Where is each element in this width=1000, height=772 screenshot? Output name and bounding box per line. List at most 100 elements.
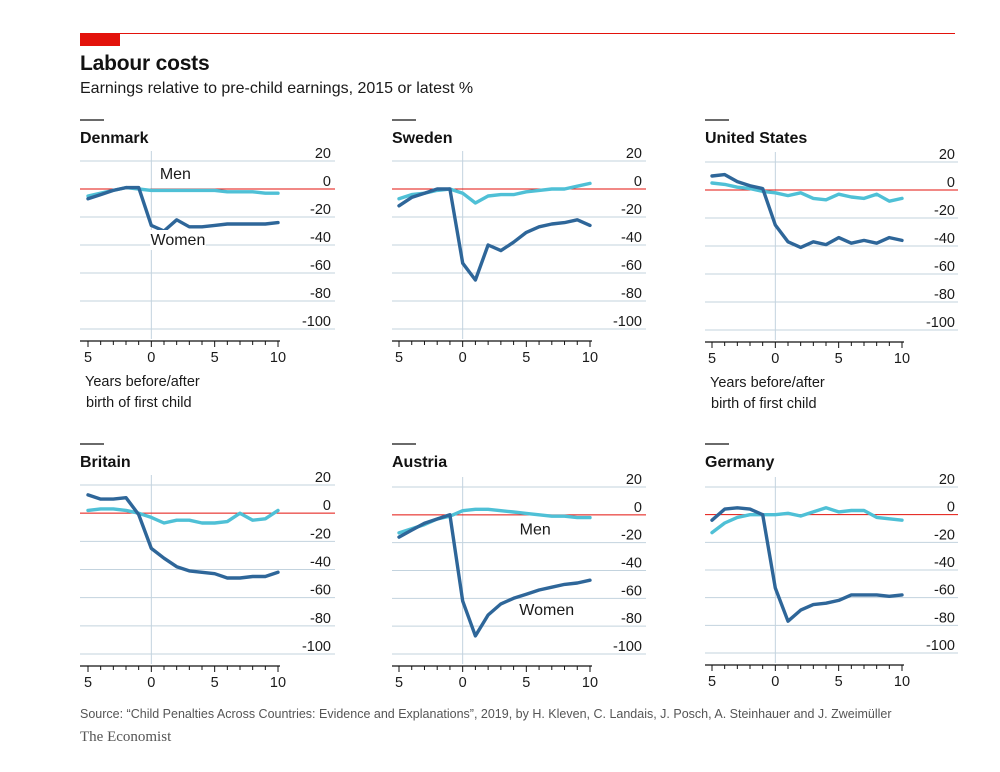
- y-tick-label: -20: [310, 526, 331, 542]
- y-tick-label: -20: [621, 202, 642, 218]
- x-axis-note: birth of first child: [711, 396, 817, 412]
- x-tick-label: 5: [84, 675, 92, 691]
- y-tick-label: 20: [939, 472, 955, 488]
- x-tick-label: 5: [395, 350, 403, 366]
- x-tick-label: 10: [582, 675, 598, 691]
- annotation-bg: [157, 164, 194, 185]
- y-tick-label: 0: [634, 500, 642, 516]
- series-line-women: [397, 187, 592, 282]
- y-tick-label: -60: [621, 583, 642, 599]
- panel-title: Britain: [80, 454, 131, 471]
- y-tick-label: 0: [634, 174, 642, 190]
- x-tick-label: 5: [522, 350, 530, 366]
- y-tick-label: 20: [939, 147, 955, 163]
- panel-title: United States: [705, 130, 807, 147]
- chart-title: Labour costs: [80, 52, 210, 75]
- series-line-men: [710, 181, 904, 203]
- publisher-brand: The Economist: [80, 729, 172, 745]
- x-tick-label: 0: [771, 351, 779, 367]
- series-annotation: Men: [160, 166, 191, 183]
- annotation-bg: [150, 230, 206, 250]
- y-tick-label: 0: [947, 500, 955, 516]
- x-tick-label: 5: [84, 350, 92, 366]
- x-axis-note: Years before/after: [710, 375, 825, 391]
- top-rule: [80, 33, 955, 34]
- series-line-women: [397, 513, 592, 638]
- y-tick-label: 20: [626, 472, 642, 488]
- x-tick-label: 0: [147, 350, 155, 366]
- series-line-women: [86, 493, 280, 580]
- y-tick-label: -100: [302, 314, 331, 330]
- x-axis-note: Years before/after: [85, 374, 200, 390]
- y-tick-label: 20: [315, 470, 331, 486]
- x-tick-label: 10: [270, 350, 286, 366]
- x-tick-label: 0: [459, 675, 467, 691]
- y-tick-label: -40: [310, 230, 331, 246]
- series-annotation: Men: [520, 521, 551, 538]
- y-tick-label: -80: [934, 287, 955, 303]
- y-tick-label: -60: [621, 258, 642, 274]
- panel-title: Germany: [705, 454, 774, 471]
- y-tick-label: -80: [310, 611, 331, 627]
- x-tick-label: 5: [835, 351, 843, 367]
- y-tick-label: -20: [934, 203, 955, 219]
- y-tick-label: -80: [310, 286, 331, 302]
- x-tick-label: 0: [147, 675, 155, 691]
- series-line-women: [710, 172, 904, 250]
- y-tick-label: 0: [323, 174, 331, 190]
- x-tick-label: 5: [708, 351, 716, 367]
- x-tick-label: 5: [211, 350, 219, 366]
- y-tick-label: -80: [621, 611, 642, 627]
- series-annotation: Women: [151, 232, 206, 249]
- x-tick-label: 0: [771, 674, 779, 690]
- x-tick-label: 10: [270, 675, 286, 691]
- y-tick-label: -40: [310, 555, 331, 571]
- x-tick-label: 10: [894, 674, 910, 690]
- annotation-bg: [518, 600, 575, 621]
- y-tick-label: -40: [621, 230, 642, 246]
- series-line-women: [710, 506, 904, 623]
- series-line-men: [710, 506, 904, 535]
- y-tick-label: -80: [934, 610, 955, 626]
- annotation-bg: [516, 519, 554, 540]
- x-tick-label: 0: [459, 350, 467, 366]
- y-tick-label: -40: [621, 556, 642, 572]
- y-tick-label: -100: [926, 638, 955, 654]
- y-tick-label: 20: [626, 146, 642, 162]
- y-tick-label: -100: [613, 639, 642, 655]
- y-tick-label: -40: [934, 555, 955, 571]
- y-tick-label: 0: [323, 498, 331, 514]
- panel-title: Austria: [392, 454, 447, 471]
- x-tick-label: 5: [211, 675, 219, 691]
- y-tick-label: 20: [315, 146, 331, 162]
- y-tick-label: -60: [310, 258, 331, 274]
- y-tick-label: -100: [926, 315, 955, 331]
- y-tick-label: -100: [302, 639, 331, 655]
- red-tag: [80, 33, 120, 46]
- x-tick-label: 5: [522, 675, 530, 691]
- x-tick-label: 5: [708, 674, 716, 690]
- y-tick-label: -20: [621, 528, 642, 544]
- y-tick-label: -60: [310, 583, 331, 599]
- source-note: Source: “Child Penalties Across Countrie…: [80, 707, 892, 721]
- x-tick-label: 5: [835, 674, 843, 690]
- panel-title: Denmark: [80, 130, 149, 147]
- series-line-men: [86, 507, 280, 525]
- y-tick-label: -100: [613, 314, 642, 330]
- y-tick-label: -60: [934, 583, 955, 599]
- y-tick-label: -20: [310, 202, 331, 218]
- y-tick-label: 0: [947, 175, 955, 191]
- y-tick-label: -80: [621, 286, 642, 302]
- y-tick-label: -40: [934, 231, 955, 247]
- x-tick-label: 5: [395, 675, 403, 691]
- y-tick-label: -60: [934, 259, 955, 275]
- x-tick-label: 10: [582, 350, 598, 366]
- y-tick-label: -20: [934, 527, 955, 543]
- panel-title: Sweden: [392, 130, 452, 147]
